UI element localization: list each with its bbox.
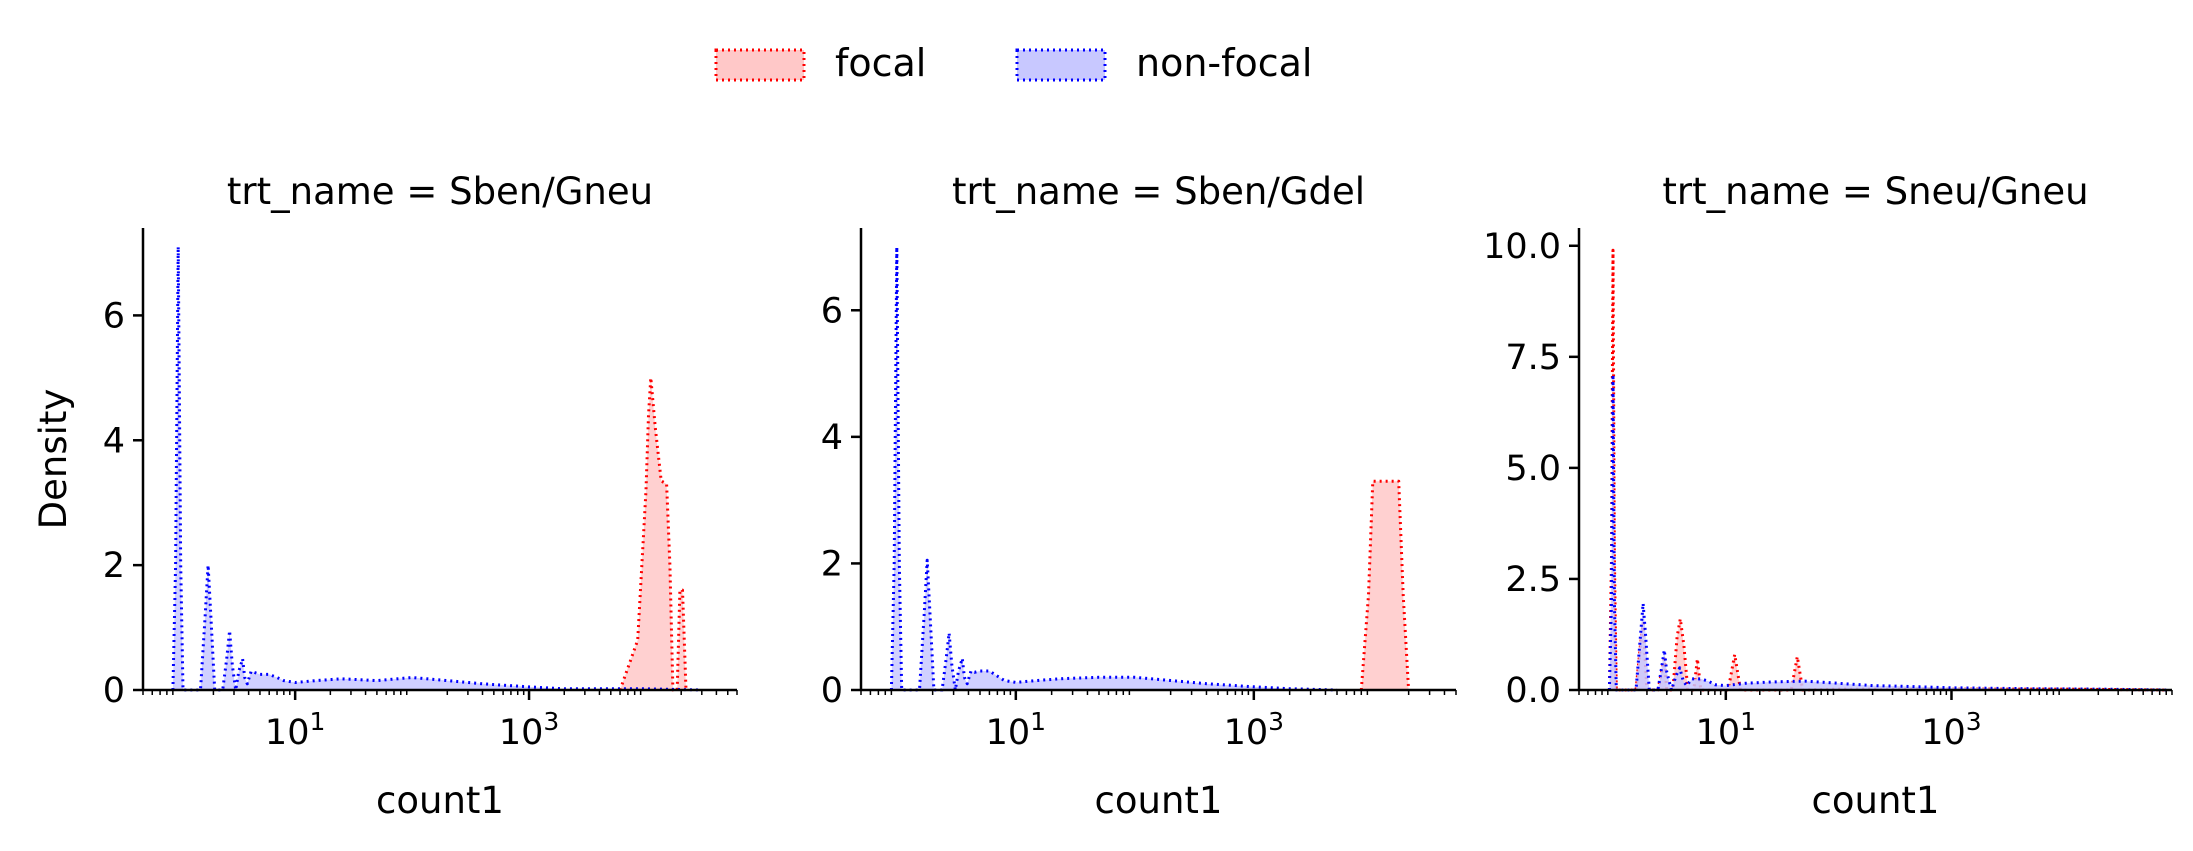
x-tick-label: 103 [1224, 707, 1284, 753]
panel-1: 0 2 4 6 101 103 trt_name = Sben/Gneu count1 Dens… [32, 170, 738, 822]
facet-panels: 0 2 4 6 101 103 trt_name = Sben/Gneu count1 Dens… [32, 170, 2173, 822]
y-tick-label: 0 [821, 671, 843, 711]
series-non-focal [889, 245, 1338, 692]
x-tick-label: 101 [986, 707, 1046, 753]
area-fill-focal [1609, 250, 2167, 690]
density-line-non-focal [1607, 373, 2167, 692]
panel-title: trt_name = Sben/Gneu [227, 170, 653, 213]
x-axis-label: count1 [1095, 779, 1223, 822]
x-axis-label: count1 [1812, 779, 1940, 822]
x-axis-label: count1 [376, 779, 504, 822]
series-focal [618, 376, 688, 692]
density-line-focal [1359, 479, 1411, 691]
density-line-non-focal [889, 245, 1338, 692]
density-line-focal [1607, 248, 2167, 692]
panel-title: trt_name = Sben/Gdel [952, 170, 1365, 213]
area-fill-non-focal [891, 247, 1337, 690]
x-tick-label: 103 [1921, 707, 1981, 753]
legend-label-focal: focal [835, 41, 926, 85]
legend-swatch-focal [714, 48, 806, 82]
area-fill-non-focal [1609, 374, 2167, 690]
series-focal [1607, 248, 2167, 692]
series-focal [1359, 479, 1411, 691]
y-tick-label: 10.0 [1483, 227, 1561, 267]
y-tick-label: 2.5 [1505, 560, 1561, 600]
series-non-focal [171, 245, 702, 692]
y-tick-label: 0 [103, 671, 125, 711]
y-tick-label: 6 [103, 296, 125, 336]
legend-label-non-focal: non-focal [1136, 41, 1313, 85]
y-tick-label: 5.0 [1505, 449, 1561, 489]
y-tick-label: 2 [821, 544, 843, 584]
y-tick-label: 2 [103, 546, 125, 586]
area-fill-non-focal [172, 246, 702, 690]
panel-2: 0 2 4 6 101 103 trt_name = Sben/Gdel count1 [821, 170, 1457, 822]
x-tick-label: 103 [499, 707, 559, 753]
x-tick-label: 101 [265, 707, 325, 753]
y-tick-label: 6 [821, 291, 843, 331]
x-tick-label: 101 [1696, 707, 1756, 753]
y-tick-label: 0.0 [1505, 671, 1561, 711]
panel-3: 0.0 2.5 5.0 7.5 10.0 101 103 trt_name = Sneu/Gn… [1483, 170, 2173, 822]
series-non-focal [1607, 373, 2167, 692]
density-line-non-focal [171, 245, 702, 692]
y-tick-label: 7.5 [1505, 338, 1561, 378]
area-fill-focal [620, 377, 686, 690]
y-tick-label: 4 [821, 418, 843, 458]
y-tick-label: 4 [103, 421, 125, 461]
legend: focal non-focal [714, 41, 1313, 85]
legend-swatch-non-focal [1015, 48, 1107, 82]
panel-title: trt_name = Sneu/Gneu [1662, 170, 2088, 213]
y-axis-label: Density [32, 389, 75, 530]
area-fill-focal [1361, 481, 1409, 690]
